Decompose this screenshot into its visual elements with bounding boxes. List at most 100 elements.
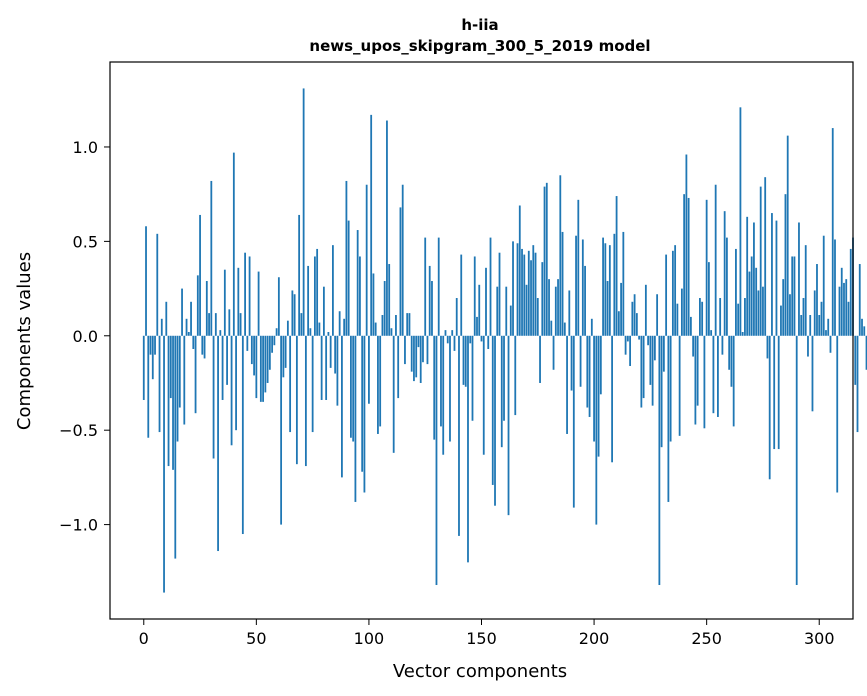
bar [572, 335, 575, 508]
bar [293, 294, 296, 336]
bar [431, 281, 433, 336]
bar [498, 252, 501, 336]
bar [545, 182, 548, 336]
bar [264, 335, 267, 393]
bar [521, 248, 523, 336]
bar [667, 335, 670, 502]
bar [311, 335, 314, 433]
bar [620, 282, 622, 336]
bar [503, 335, 505, 421]
bar [397, 335, 400, 399]
bar [712, 335, 715, 414]
bar [214, 313, 217, 336]
bar [485, 267, 487, 336]
bar [566, 335, 568, 434]
bar [685, 154, 688, 336]
bar [557, 279, 559, 336]
bar [651, 335, 654, 406]
bar [417, 335, 420, 348]
bar [577, 199, 580, 336]
bar [237, 267, 240, 336]
bar [597, 335, 600, 457]
bar [804, 245, 807, 336]
bar [223, 269, 226, 336]
bar [451, 330, 454, 336]
bar [530, 260, 532, 336]
bar [172, 335, 174, 470]
bar [613, 233, 616, 336]
bar [737, 303, 740, 336]
bar [653, 335, 656, 361]
bar [271, 335, 274, 353]
bar [460, 254, 463, 336]
bar [514, 335, 517, 416]
bar [246, 335, 249, 351]
bar [386, 120, 388, 336]
bar [701, 301, 704, 336]
bar [539, 335, 541, 383]
bar [350, 335, 352, 438]
bar [413, 335, 415, 382]
x-tick-label: 0 [139, 629, 149, 648]
bar [259, 335, 262, 402]
bar [798, 222, 800, 336]
bar [334, 335, 337, 374]
bar [361, 335, 364, 472]
bar [865, 335, 867, 370]
bar [809, 315, 812, 336]
bar [759, 186, 762, 336]
bar [228, 309, 231, 336]
bar [771, 213, 773, 336]
bar [766, 335, 769, 359]
bar [768, 335, 771, 480]
bar [588, 335, 591, 417]
bar [579, 335, 582, 387]
bar [640, 335, 643, 408]
bar [327, 332, 330, 336]
bar [631, 301, 634, 336]
bar [291, 290, 294, 336]
bar [827, 318, 830, 336]
bar [638, 335, 641, 340]
bar [156, 233, 159, 336]
bar [795, 335, 798, 586]
bar [390, 328, 393, 336]
bar [181, 288, 183, 336]
bar [642, 335, 645, 399]
bar [286, 320, 289, 336]
bar [708, 262, 710, 336]
bar [723, 211, 726, 336]
bar [863, 326, 866, 336]
bar [649, 335, 652, 385]
bar [784, 194, 787, 336]
bar [395, 315, 397, 336]
bar [635, 313, 638, 336]
chart-title: h-iia [461, 16, 498, 34]
bar [352, 335, 355, 442]
bar [289, 335, 292, 433]
bar [777, 335, 780, 450]
bar [687, 197, 690, 336]
bar [453, 335, 456, 351]
y-axis-label: Components values [14, 252, 35, 430]
bar [178, 335, 181, 408]
bar [699, 298, 701, 336]
bar [440, 335, 442, 427]
y-tick-label: 0.0 [73, 327, 98, 346]
bar [599, 335, 602, 395]
bar [471, 335, 474, 421]
bar [176, 335, 179, 442]
bar [273, 335, 276, 346]
x-tick-label: 200 [579, 629, 610, 648]
bar [462, 335, 465, 385]
bar [559, 175, 562, 336]
x-tick-label: 250 [691, 629, 722, 648]
bar [505, 286, 508, 336]
bar [512, 241, 514, 336]
x-tick-label: 300 [804, 629, 835, 648]
bar [782, 279, 785, 336]
bar [230, 335, 233, 446]
bar [536, 298, 539, 336]
bar [845, 279, 848, 336]
bar [345, 180, 348, 336]
